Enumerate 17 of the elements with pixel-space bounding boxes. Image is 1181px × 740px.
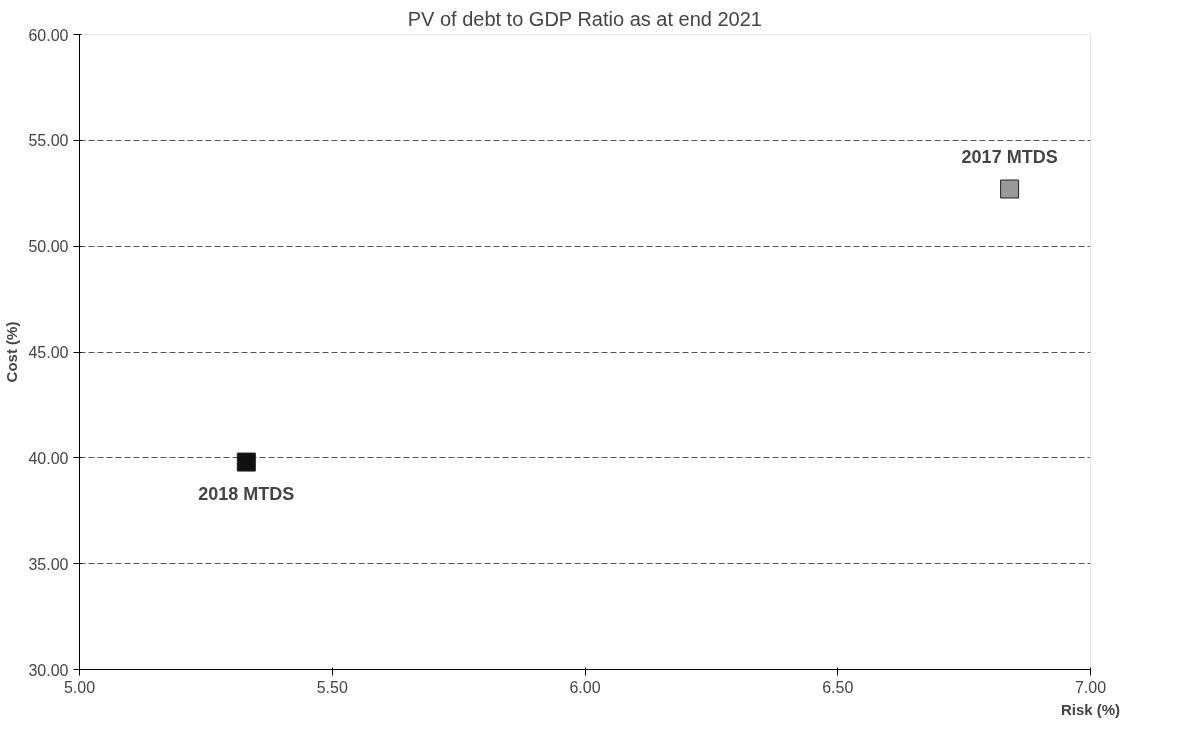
x-tick-label: 6.50 [822, 678, 854, 696]
y-tick-label: 35.00 [28, 555, 69, 573]
x-axis-title: Risk (%) [1060, 700, 1121, 718]
series-label: 2018 MTDS [198, 484, 295, 505]
chart-title: PV of debt to GDP Ratio as at end 2021 [407, 7, 762, 30]
y-axis-title: Cost (%) [3, 321, 21, 383]
x-tick-label: 5.00 [63, 678, 96, 696]
y-tick-label: 30.00 [28, 661, 69, 679]
y-tick-label: 55.00 [28, 132, 69, 150]
x-tick-label: 6.00 [569, 678, 601, 696]
y-tick-label: 50.00 [28, 238, 69, 256]
y-tick-label: 40.00 [28, 449, 69, 467]
series-label: 2017 MTDS [961, 147, 1058, 168]
x-tick-label: 5.50 [316, 678, 348, 696]
y-tick-label: 45.00 [28, 344, 69, 361]
y-tick-label: 60.00 [28, 26, 69, 44]
x-tick-label: 7.00 [1074, 678, 1107, 696]
